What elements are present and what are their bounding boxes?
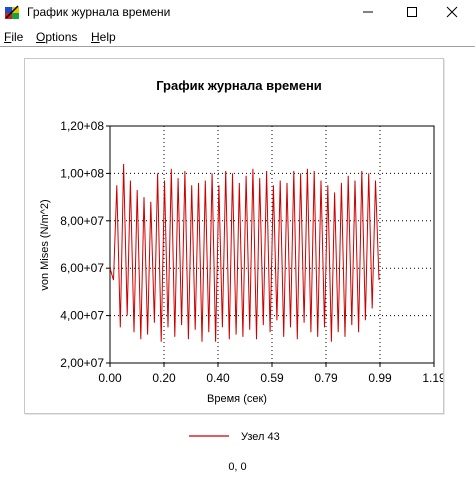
menu-file[interactable]: File <box>4 30 23 44</box>
window-title: График журнала времени <box>27 5 171 19</box>
y-tick-label: 2,00+07 <box>60 356 104 370</box>
title-bar: График журнала времени <box>0 0 475 24</box>
x-tick-label: 0.79 <box>314 371 338 385</box>
menu-file-label: ile <box>11 30 24 44</box>
x-axis: 0.00 0.20 0.40 0.59 0.79 0.99 1.19 <box>98 363 446 385</box>
maximize-button[interactable] <box>389 0 435 24</box>
minimize-button[interactable] <box>345 0 391 24</box>
y-tick-label: 6,00+07 <box>60 261 104 275</box>
chart-panel: График журнала времени 2,00+07 4,00+07 6,0… <box>0 47 475 479</box>
y-tick-label: 1,00+08 <box>60 166 104 180</box>
legend-label: Узел 43 <box>241 431 280 443</box>
menu-options[interactable]: Options <box>36 30 77 44</box>
app-icon <box>5 5 19 19</box>
series-layer <box>109 163 380 342</box>
x-tick-label: 0.59 <box>260 371 284 385</box>
menu-file-accel: F <box>4 30 12 44</box>
menu-options-accel: O <box>36 30 46 44</box>
y-axis: 2,00+07 4,00+07 6,00+07 8,00+07 1,00+08 1,20+… <box>60 119 110 370</box>
x-tick-label: 0.99 <box>368 371 392 385</box>
chart-frame: График журнала времени 2,00+07 4,00+07 6,0… <box>24 58 446 414</box>
menu-help-accel: H <box>91 30 100 44</box>
x-tick-label: 0.00 <box>98 371 122 385</box>
legend: Узел 43 <box>187 429 307 443</box>
menu-separator <box>0 46 475 47</box>
cursor-coordinates: 0, 0 <box>228 461 247 473</box>
y-axis-label: von Mises (N/m^2) <box>39 199 51 290</box>
menu-options-label: ptions <box>45 30 78 44</box>
x-tick-label: 1.19 <box>422 371 443 385</box>
menu-bar: File Options Help <box>0 28 475 46</box>
minimize-icon <box>363 11 373 13</box>
menu-help[interactable]: Help <box>91 30 116 44</box>
close-button[interactable] <box>429 0 475 24</box>
menu-help-label: elp <box>99 30 116 44</box>
maximize-icon <box>407 7 417 17</box>
x-tick-label: 0.40 <box>206 371 230 385</box>
x-axis-label: Время (сек) <box>207 393 267 405</box>
y-tick-label: 4,00+07 <box>60 309 104 323</box>
x-tick-label: 0.20 <box>152 371 176 385</box>
series-line <box>109 163 380 342</box>
close-icon <box>446 6 458 18</box>
chart-title: График журнала времени <box>156 78 322 93</box>
y-tick-label: 1,20+08 <box>60 119 104 133</box>
time-history-chart: График журнала времени 2,00+07 4,00+07 6,0… <box>39 78 446 405</box>
y-tick-label: 8,00+07 <box>60 214 104 228</box>
